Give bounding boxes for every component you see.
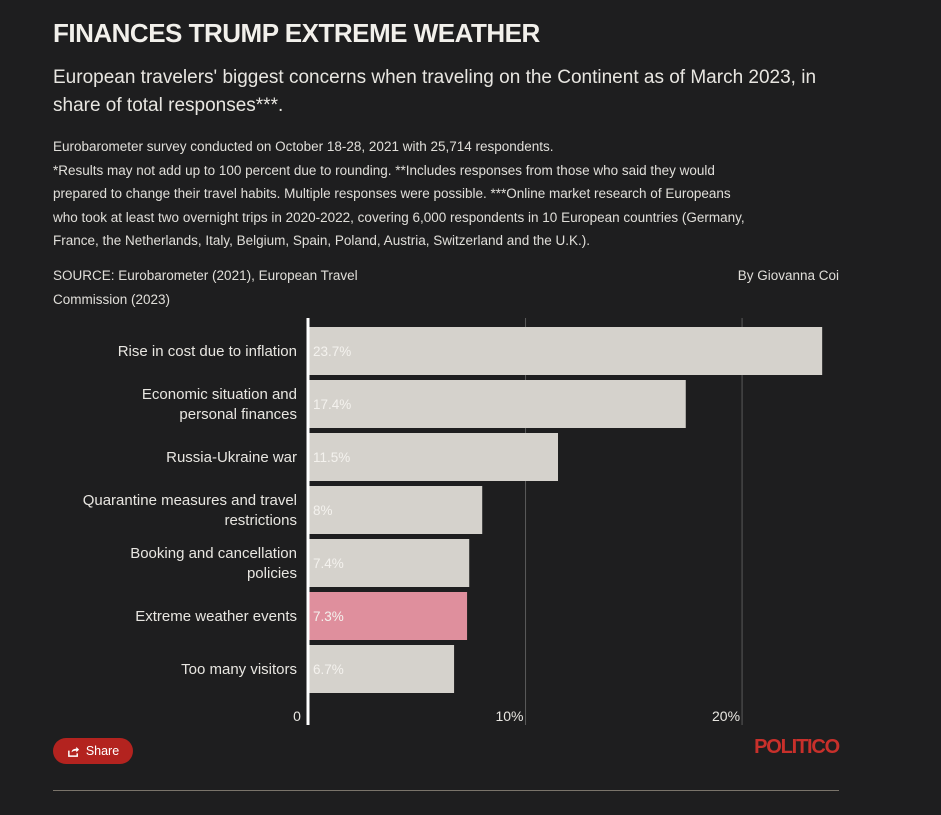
note-line: Eurobarometer survey conducted on Octobe… — [53, 139, 554, 154]
bar-booking-and-cancellation-policies — [309, 539, 470, 587]
category-label-line: Extreme weather events — [135, 608, 297, 625]
politico-logo[interactable]: POLITICO — [754, 736, 840, 758]
bar-too-many-visitors — [309, 645, 455, 693]
note-line: prepared to change their travel habits. … — [53, 186, 731, 201]
chart-title: FINANCES TRUMP EXTREME WEATHER — [53, 18, 540, 48]
category-label: Extreme weather events — [135, 608, 297, 625]
author-byline: By Giovanna Coi — [737, 268, 839, 283]
bar-value-label: 7.3% — [313, 609, 344, 624]
bar-value-label: 23.7% — [313, 344, 351, 359]
bar-chart: 23.7% Rise in cost due to inflation 17.4% E… — [83, 318, 823, 725]
category-label-line: personal finances — [179, 406, 297, 423]
note-line: *Results may not add up to 100 percent d… — [53, 162, 715, 178]
x-tick-label: 20% — [712, 708, 740, 724]
share-icon — [67, 746, 79, 757]
bar-rise-in-cost-due-to-inflation — [309, 327, 823, 375]
bar-russia-ukraine-war — [309, 433, 559, 481]
category-label-line: Quarantine measures and travel — [83, 492, 297, 509]
source-credit: SOURCE: Eurobarometer (2021), European T… — [53, 268, 358, 307]
category-label-line: Too many visitors — [181, 661, 297, 678]
category-label: Booking and cancellation policies — [130, 545, 297, 582]
category-label-line: Booking and cancellation — [130, 545, 297, 562]
bar-extreme-weather-events — [309, 592, 468, 640]
category-label-line: policies — [247, 565, 297, 582]
category-label: Rise in cost due to inflation — [118, 343, 297, 360]
category-label: Quarantine measures and travel restrictio… — [83, 492, 297, 529]
bar-economic-situation-and-personal-finances — [309, 380, 686, 428]
category-label: Too many visitors — [181, 661, 297, 678]
bar-value-label: 11.5% — [313, 450, 350, 465]
bar-quarantine-measures-and-travel-restrictions — [309, 486, 483, 534]
chart-subtitle: European travelers' biggest concerns whe… — [53, 67, 817, 116]
note-line: who took at least two overnight trips in… — [53, 209, 745, 225]
bar-value-label: 17.4% — [313, 397, 351, 412]
category-label-line: restrictions — [224, 512, 297, 529]
category-label: Economic situation and personal finances — [142, 386, 297, 423]
x-tick-label: 0 — [293, 708, 301, 724]
category-label-line: Economic situation and — [142, 386, 297, 403]
note-line: France, the Netherlands, Italy, Belgium,… — [53, 233, 591, 248]
bar-value-label: 7.4% — [313, 556, 344, 571]
methodology-notes: Eurobarometer survey conducted on Octobe… — [53, 135, 853, 253]
footer-divider — [53, 790, 839, 791]
share-button[interactable]: Share — [53, 738, 133, 764]
category-label-line: Russia-Ukraine war — [166, 449, 297, 466]
x-tick-label: 10% — [495, 708, 523, 724]
share-label: Share — [85, 744, 120, 758]
bar-value-label: 8% — [313, 503, 333, 518]
category-label-line: Rise in cost due to inflation — [118, 343, 297, 360]
bar-value-label: 6.7% — [313, 662, 344, 677]
category-label: Russia-Ukraine war — [166, 449, 297, 466]
